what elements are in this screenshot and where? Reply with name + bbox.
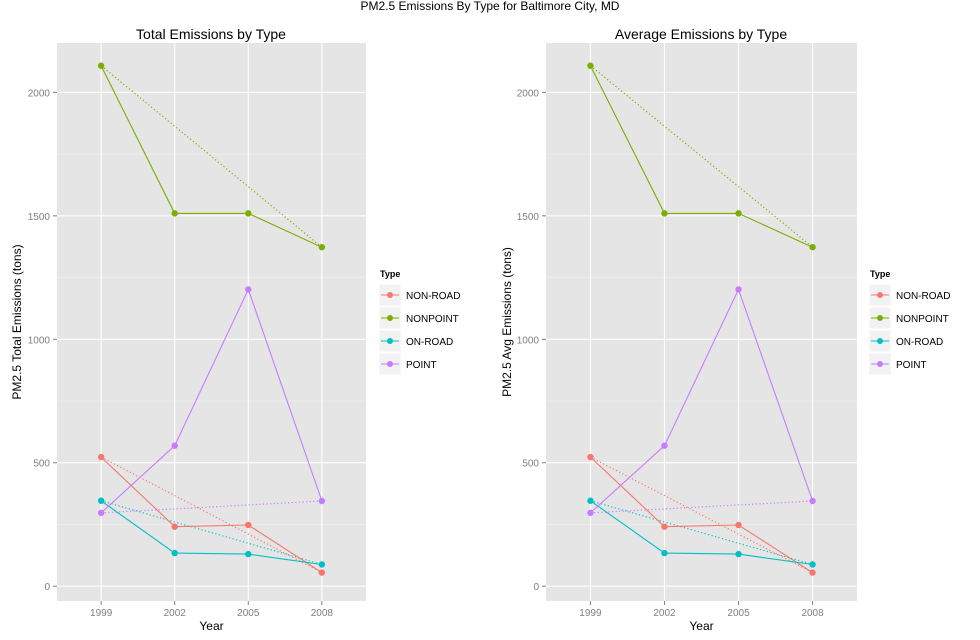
legend-key-point — [877, 292, 883, 298]
data-point-non-road — [661, 523, 668, 530]
data-point-non-road — [809, 569, 816, 576]
series-line-on-road — [590, 500, 813, 566]
y-tick-label: 1500 — [28, 212, 51, 223]
data-point-non-road — [318, 569, 326, 576]
trend-line-on-road — [590, 500, 813, 566]
legend: Type NON-ROAD NONPOINT ON-ROAD POINT — [868, 269, 950, 376]
trend-line-point — [590, 500, 813, 514]
y-tick-label: 500 — [33, 459, 50, 470]
legend-title: Type — [380, 269, 400, 279]
x-tick-label: 2008 — [311, 608, 334, 619]
data-point-nonpoint — [171, 210, 178, 217]
x-tick-label: 2005 — [237, 608, 260, 619]
series-line-nonpoint — [100, 65, 323, 248]
data-point-on-road — [171, 549, 178, 557]
trend-line-on-road — [100, 500, 323, 566]
data-point-non-road — [587, 453, 594, 461]
series-line-nonpoint — [589, 65, 813, 248]
plot-background — [546, 43, 857, 601]
data-point-point — [661, 442, 668, 449]
y-tick-label: 0 — [44, 582, 50, 593]
y-tick-label: 1000 — [28, 335, 51, 346]
legend-key-point — [387, 315, 393, 321]
legend-key-point — [387, 292, 393, 298]
data-point-non-road — [171, 523, 178, 530]
data-point-nonpoint — [245, 210, 252, 217]
data-point-on-road — [809, 561, 816, 568]
y-tick-label: 2000 — [517, 88, 540, 99]
legend-label: ON-ROAD — [406, 337, 453, 348]
legend-title: Type — [870, 269, 890, 279]
x-tick-label: 2008 — [801, 608, 824, 619]
data-point-point — [735, 286, 742, 293]
series-line-on-road — [100, 500, 322, 566]
legend-label: NON-ROAD — [406, 291, 460, 302]
data-point-on-road — [245, 550, 252, 558]
data-point-on-road — [318, 561, 326, 568]
plot-background — [57, 43, 366, 601]
figure-title: PM2.5 Emissions By Type for Baltimore Ci… — [360, 0, 620, 13]
data-point-point — [318, 497, 326, 505]
y-axis-label: PM2.5 Avg Emissions (tons) — [500, 247, 514, 397]
y-axis-label: PM2.5 Total Emissions (tons) — [10, 244, 24, 399]
x-tick-label: 2002 — [164, 608, 187, 619]
series-line-point — [100, 287, 323, 514]
data-point-point — [245, 286, 252, 293]
legend-label: ON-ROAD — [896, 337, 943, 348]
data-point-nonpoint — [661, 210, 668, 217]
series-line-non-road — [100, 456, 323, 574]
legend-label: NONPOINT — [896, 314, 949, 325]
x-tick-label: 2002 — [653, 608, 676, 619]
data-point-on-road — [97, 497, 105, 504]
series-line-non-road — [590, 456, 813, 574]
x-tick-label: 1999 — [579, 608, 602, 619]
x-tick-label: 1999 — [90, 608, 113, 619]
legend-key-point — [387, 361, 393, 367]
trend-line-nonpoint — [590, 65, 813, 248]
legend-key-point — [877, 315, 883, 321]
data-point-point — [809, 497, 816, 505]
data-point-nonpoint — [587, 62, 594, 69]
legend-label: NONPOINT — [406, 314, 459, 325]
legend-label: POINT — [406, 360, 437, 371]
y-tick-label: 1000 — [517, 335, 540, 346]
data-point-nonpoint — [735, 210, 742, 217]
data-point-nonpoint — [318, 243, 326, 251]
chart-panel-1: 0 500 1000 1500 2000 1999 2002 2005 2008 Total Em… — [10, 26, 460, 633]
x-tick-label: 2005 — [727, 608, 750, 619]
data-point-on-road — [587, 497, 594, 504]
data-point-non-road — [735, 521, 742, 529]
series-line-point — [590, 287, 814, 514]
legend-key-point — [387, 338, 393, 344]
data-point-point — [587, 509, 594, 517]
legend-label: NON-ROAD — [896, 291, 950, 302]
data-point-non-road — [245, 521, 252, 529]
x-axis-label: Year — [689, 619, 713, 633]
data-point-point — [97, 509, 105, 517]
trend-line-point — [101, 500, 322, 514]
chart-panel-2: 0 500 1000 1500 2000 1999 2002 2005 2008 Average … — [500, 26, 950, 633]
data-point-on-road — [661, 549, 668, 557]
data-point-point — [171, 442, 178, 449]
chart-title: Total Emissions by Type — [136, 26, 286, 42]
legend: Type NON-ROAD NONPOINT ON-ROAD POINT — [378, 269, 460, 376]
data-point-on-road — [735, 550, 742, 558]
x-axis-label: Year — [199, 619, 223, 633]
trend-line-nonpoint — [100, 65, 323, 248]
chart-title: Average Emissions by Type — [615, 26, 787, 42]
y-tick-label: 2000 — [28, 88, 51, 99]
y-tick-label: 500 — [522, 459, 539, 470]
data-point-nonpoint — [809, 243, 816, 251]
y-tick-label: 1500 — [517, 212, 540, 223]
data-point-nonpoint — [97, 62, 105, 69]
data-point-non-road — [97, 453, 105, 461]
legend-key-point — [877, 361, 883, 367]
legend-label: POINT — [896, 360, 927, 371]
y-tick-label: 0 — [533, 582, 539, 593]
legend-key-point — [877, 338, 883, 344]
